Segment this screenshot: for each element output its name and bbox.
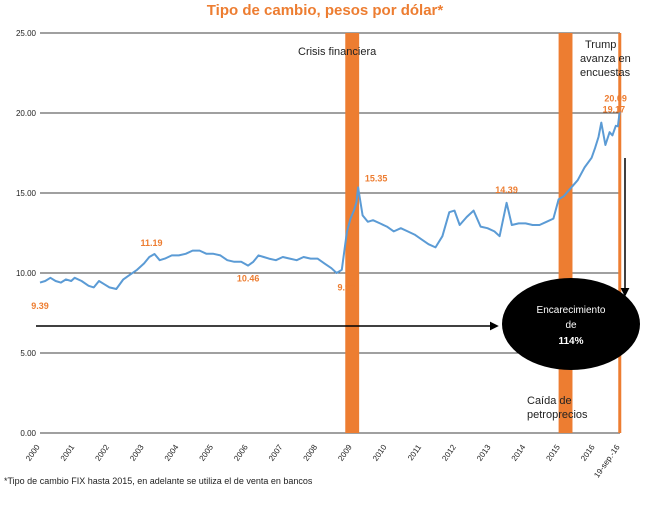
y-tick-label: 10.00	[16, 269, 37, 278]
y-tick-label: 25.00	[16, 29, 37, 38]
chart-title: Tipo de cambio, pesos por dólar*	[206, 2, 444, 19]
trump-annotation-line: avanza en	[580, 53, 631, 65]
callout-ellipse	[502, 278, 640, 370]
highlight-band	[345, 33, 360, 433]
data-label: 14.39	[495, 185, 518, 195]
callout-text: Encarecimiento	[537, 305, 606, 316]
x-tick-label: 2010	[371, 443, 389, 463]
data-label: 15.35	[365, 173, 388, 183]
x-tick-label: 2006	[232, 443, 250, 463]
highlight-band	[558, 33, 573, 433]
data-label: 9.39	[31, 301, 49, 311]
y-tick-label: 5.00	[20, 349, 36, 358]
x-tick-label: 2005	[198, 443, 216, 463]
x-tick-label: 2004	[163, 443, 181, 463]
x-tick-label: 2000	[24, 443, 42, 463]
x-tick-label: 2011	[406, 443, 424, 463]
highlight-band	[618, 33, 622, 433]
series-line	[39, 111, 621, 290]
y-tick-label: 15.00	[16, 189, 37, 198]
data-label: 11.19	[140, 238, 162, 248]
crisis-annotation: Crisis financiera	[298, 46, 377, 58]
x-tick-label: 2001	[59, 443, 77, 463]
data-label: 10.46	[237, 274, 260, 284]
callout-text: 114%	[558, 336, 583, 347]
data-label: 9.92	[338, 282, 356, 292]
trump-annotation-line: encuestas	[580, 67, 631, 79]
x-tick-label: 2008	[302, 443, 320, 463]
x-tick-label: 2015	[544, 443, 562, 463]
petro-annotation-line: Caída de	[527, 395, 572, 407]
x-tick-label: 2003	[128, 443, 146, 463]
x-tick-label: 2016	[579, 443, 597, 463]
x-tick-label: 2009	[336, 443, 354, 463]
x-tick-label: 2013	[475, 443, 493, 463]
data-label: 20.09	[604, 94, 627, 104]
data-label: 19.17	[603, 104, 626, 114]
chart-footnote: *Tipo de cambio FIX hasta 2015, en adela…	[4, 476, 313, 486]
trump-annotation-line: Trump	[585, 39, 616, 51]
x-tick-label: 2012	[440, 443, 458, 463]
callout-text: de	[565, 320, 577, 331]
x-tick-label: 2007	[267, 443, 285, 463]
petro-annotation-line: petroprecios	[527, 409, 588, 421]
x-tick-label: 19-sep.-16	[592, 443, 622, 480]
x-tick-label: 2002	[93, 443, 111, 463]
y-tick-label: 20.00	[16, 109, 37, 118]
x-tick-label: 2014	[510, 443, 528, 463]
y-tick-label: 0.00	[20, 429, 36, 438]
